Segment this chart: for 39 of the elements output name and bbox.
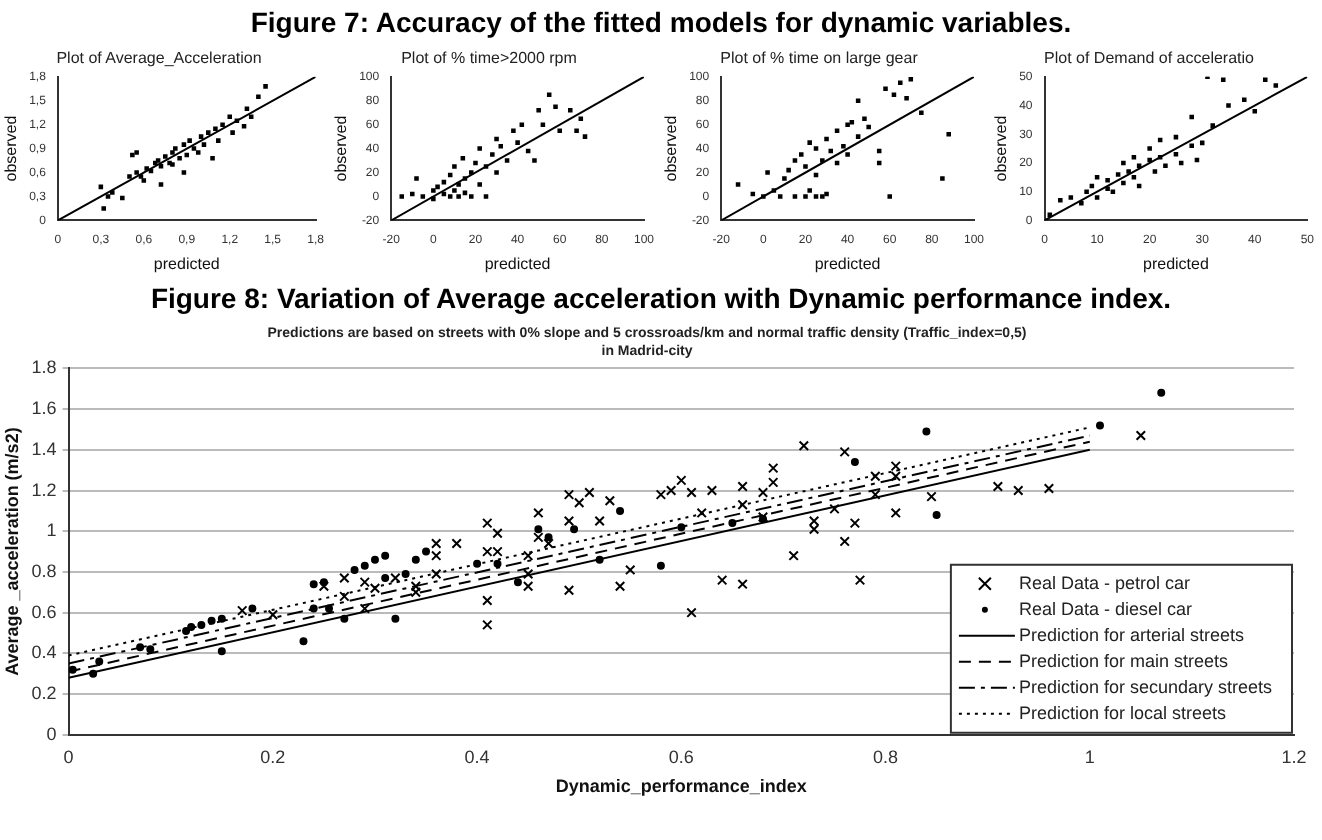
y-tick-label: 1.2 bbox=[31, 479, 57, 500]
x-axis-title: predicted bbox=[814, 254, 881, 273]
y-tick-label: 0.4 bbox=[31, 642, 57, 663]
y-axis-title: observed bbox=[2, 115, 21, 182]
x-tick-label: 1 bbox=[1084, 746, 1095, 767]
legend-label: Prediction for secundary streets bbox=[1018, 676, 1273, 697]
y-tick-label: 0.6 bbox=[31, 601, 57, 622]
y-tick-label: 1.6 bbox=[31, 398, 57, 419]
x-tick-label: 0.4 bbox=[464, 746, 490, 767]
y-axis-title: observed bbox=[662, 115, 681, 182]
y-axis-title: Average _acceleration (m/s2) bbox=[1, 427, 22, 676]
chart-title: Plot of % time>2000 rpm bbox=[401, 48, 578, 67]
caption: Figure 7: Accuracy of the fitted models for dynamic variables. bbox=[248, 4, 1074, 42]
legend-label: Real Data - petrol car bbox=[1018, 572, 1190, 593]
chart-title: Plot of % time on large gear bbox=[720, 48, 919, 67]
legend-label: Real Data - diesel car bbox=[1018, 598, 1192, 619]
y-axis-title: observed bbox=[332, 115, 351, 182]
y-tick-label: 0.2 bbox=[31, 683, 57, 704]
y-tick-label: 1.8 bbox=[31, 357, 57, 378]
x-tick-label: 0.6 bbox=[668, 746, 694, 767]
y-tick-label: 1.4 bbox=[31, 438, 57, 459]
caption: Figure 8: Variation of Average acceleration with Dynamic performance index. bbox=[148, 280, 1174, 318]
legend-label: Prediction for local streets bbox=[1018, 702, 1227, 723]
legend-label: Prediction for arterial streets bbox=[1018, 624, 1245, 645]
x-axis-title: predicted bbox=[153, 254, 220, 273]
x-axis-title: Dynamic_performance_index bbox=[555, 776, 807, 797]
x-tick-label: 0.8 bbox=[873, 746, 899, 767]
y-axis-title: observed bbox=[992, 115, 1011, 182]
x-tick-label: 0 bbox=[63, 746, 74, 767]
x-tick-label: 0.2 bbox=[260, 746, 286, 767]
chart-title: Plot of Demand of acceleratio bbox=[1044, 48, 1256, 67]
x-axis-title: predicted bbox=[1143, 254, 1209, 273]
y-tick-label: 0.8 bbox=[31, 560, 57, 581]
x-axis-title: predicted bbox=[484, 254, 551, 273]
y-tick-label: 1 bbox=[46, 520, 57, 541]
y-tick-label: 0 bbox=[46, 723, 57, 744]
chart-title: Plot of Average_Acceleration bbox=[56, 48, 262, 67]
legend-label: Prediction for main streets bbox=[1018, 650, 1229, 671]
x-tick-label: 1.2 bbox=[1281, 746, 1307, 767]
